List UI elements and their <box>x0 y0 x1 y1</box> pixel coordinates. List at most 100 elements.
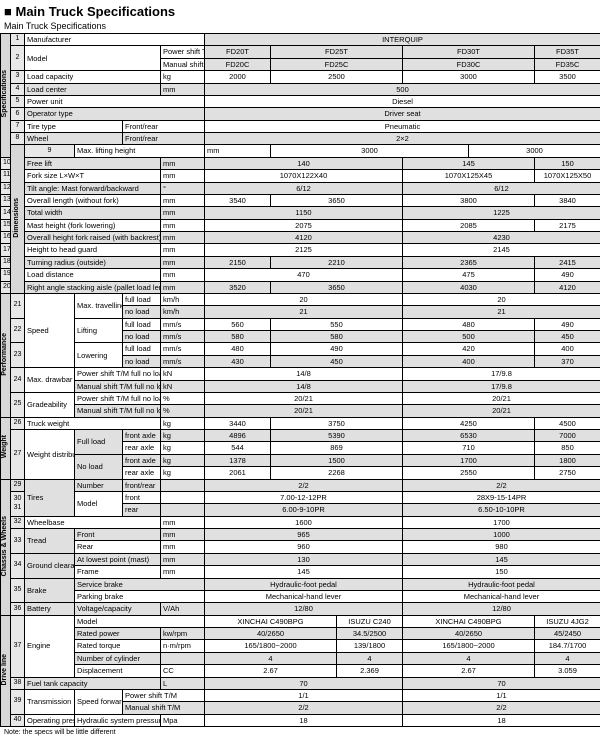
val: 165/1800~2000 <box>403 640 535 652</box>
unit: kN <box>161 380 205 392</box>
row-num: 7 <box>11 120 25 132</box>
val: 17/9.8 <box>403 380 600 392</box>
row-num: 15 <box>1 219 11 231</box>
val: 400 <box>535 343 600 355</box>
val: 70 <box>205 677 403 689</box>
row-num: 35 <box>11 578 25 603</box>
label: Rear <box>75 541 161 553</box>
row-num: 32 <box>11 516 25 528</box>
val: 34.5/2500 <box>337 628 403 640</box>
model: FD25T <box>271 46 403 58</box>
spec-table: Specifications 1 Manufacturer INTERQUIP … <box>0 33 600 727</box>
label: Operating pressure <box>25 714 75 726</box>
unit <box>161 491 205 503</box>
val: 400 <box>403 355 535 367</box>
label: Transmission <box>25 689 75 714</box>
val: 500 <box>403 331 535 343</box>
label: Power shift T/M full no load <box>75 392 161 404</box>
val: 1700 <box>403 516 600 528</box>
label: Rated power <box>75 628 161 640</box>
label: No load <box>75 454 123 479</box>
val: 2000 <box>205 71 271 83</box>
unit: mm <box>161 541 205 553</box>
unit: V/Ah <box>161 603 205 615</box>
label: Engine <box>25 615 75 677</box>
unit: km/h <box>161 293 205 305</box>
val: 3000 <box>271 145 469 157</box>
row-num: 5 <box>11 95 25 107</box>
val: 2415 <box>535 256 600 268</box>
label: Overall length (without fork) <box>25 194 161 206</box>
unit: mm <box>161 516 205 528</box>
label: Service brake <box>75 578 205 590</box>
page-subtitle: Main Truck Specifications <box>0 21 600 33</box>
val: Mechanical-hand lever <box>403 590 600 602</box>
label: rear axle <box>123 442 161 454</box>
unit: mm/s <box>161 343 205 355</box>
row-num: 29 <box>11 479 25 491</box>
label: Overall height fork raised (with backres… <box>25 232 161 244</box>
val: 4 <box>337 652 403 664</box>
unit: L <box>161 677 205 689</box>
val: 18 <box>205 714 403 726</box>
label: Displacement <box>75 665 161 677</box>
label: Operator type <box>25 108 205 120</box>
val: 20/21 <box>205 405 403 417</box>
label: Brake <box>25 578 75 603</box>
val: 139/1800 <box>337 640 403 652</box>
label: Model <box>75 615 205 627</box>
val: 12/80 <box>403 603 600 615</box>
label: Front/rear <box>123 120 205 132</box>
label: Wheelbase <box>25 516 161 528</box>
cat-dl: Drive line <box>1 615 11 726</box>
model: FD35C <box>535 58 600 70</box>
row-num: 20 <box>1 281 11 293</box>
val: 20 <box>205 293 403 305</box>
unit: mm <box>161 281 205 293</box>
unit <box>161 504 205 516</box>
label: Frame <box>75 566 161 578</box>
row-num: 23 <box>11 343 25 368</box>
label: Tread <box>25 529 75 554</box>
val: 2150 <box>205 256 271 268</box>
model: FD25C <box>271 58 403 70</box>
unit: mm <box>161 256 205 268</box>
cat-spec: Specifications <box>1 34 11 158</box>
label: Tires <box>25 479 75 516</box>
val: 1700 <box>403 454 535 466</box>
unit: mm <box>161 194 205 206</box>
val: 1070X125X45 <box>403 170 535 182</box>
label: Voltage/capacity <box>75 603 161 615</box>
val: 4896 <box>205 430 271 442</box>
label: Front <box>75 529 161 541</box>
label: rear axle <box>123 467 161 479</box>
val: 2210 <box>271 256 403 268</box>
unit: kw/rpm <box>161 628 205 640</box>
row-num: 18 <box>1 256 11 268</box>
val: 450 <box>535 331 600 343</box>
val: 544 <box>205 442 271 454</box>
val: 20/21 <box>403 405 600 417</box>
label: Hydraulic system pressure <box>75 714 161 726</box>
val: 4500 <box>535 417 600 429</box>
model: FD20T <box>205 46 271 58</box>
label: rear <box>123 504 161 516</box>
model: FD30C <box>403 58 535 70</box>
val: Pneumatic <box>205 120 600 132</box>
label: front axle <box>123 454 161 466</box>
label: full load <box>123 318 161 330</box>
val: 145 <box>205 566 403 578</box>
unit: mm <box>161 269 205 281</box>
row-num: 8 <box>11 133 25 145</box>
label: Max. travelling <box>75 293 123 318</box>
unit: mm <box>161 232 205 244</box>
label-manualshift: Manual shift T/M <box>161 58 205 70</box>
label: At lowest point (mast) <box>75 553 161 565</box>
val: 2750 <box>535 467 600 479</box>
val: 3520 <box>205 281 271 293</box>
label: Speed <box>25 293 75 367</box>
row-num: 2 <box>11 46 25 71</box>
val: 140 <box>205 157 403 169</box>
unit: mm <box>161 170 205 182</box>
unit: n·m/rpm <box>161 640 205 652</box>
